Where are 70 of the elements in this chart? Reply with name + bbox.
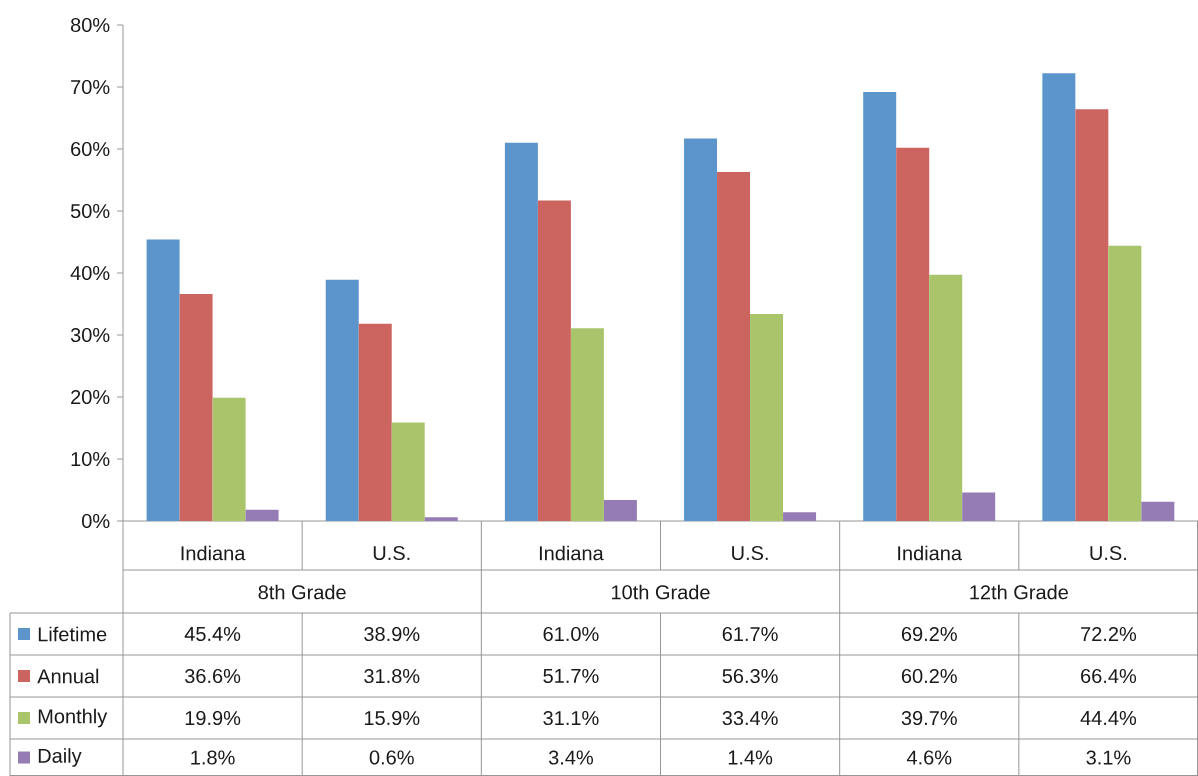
y-tick-label: 30% xyxy=(70,327,110,343)
bar xyxy=(603,499,637,522)
bar xyxy=(391,422,425,522)
bar xyxy=(504,142,538,522)
y-tick-label: 10% xyxy=(71,451,110,467)
bar xyxy=(424,517,458,522)
bar xyxy=(1141,501,1175,522)
data-label: 33.4% xyxy=(722,710,778,726)
data-label: 1.8% xyxy=(191,750,235,765)
data-label: 56.3% xyxy=(722,668,778,684)
y-tick-label: 70% xyxy=(71,79,110,95)
data-label: 38.9% xyxy=(364,626,420,642)
legend-label: Monthly xyxy=(38,708,108,728)
data-label: 1.4% xyxy=(728,750,773,765)
bar xyxy=(929,274,963,522)
bar xyxy=(358,323,392,522)
bar xyxy=(1075,109,1109,522)
y-tick-label: 60% xyxy=(71,141,110,157)
legend-label: Daily xyxy=(38,748,82,767)
bar xyxy=(146,239,180,522)
bar xyxy=(717,171,751,522)
data-label: 66.4% xyxy=(1081,668,1137,684)
data-label: 69.2% xyxy=(901,626,957,642)
bar xyxy=(325,279,359,522)
legend-label: Lifetime xyxy=(38,626,107,642)
data-label: 3.4% xyxy=(548,750,594,765)
data-label: 0.6% xyxy=(369,750,414,765)
bar xyxy=(750,313,784,522)
data-label: 19.9% xyxy=(185,710,241,726)
data-label: 44.4% xyxy=(1080,711,1137,726)
bar xyxy=(1042,73,1076,522)
bar xyxy=(863,91,897,522)
data-label: 31.1% xyxy=(543,710,599,726)
bar xyxy=(570,328,604,522)
bar xyxy=(179,294,213,522)
x-tick-label: Indiana xyxy=(898,545,962,561)
data-label: 3.1% xyxy=(1086,750,1131,765)
x-tick-label: Indiana xyxy=(181,545,246,561)
x-tick-label: Indiana xyxy=(539,545,604,561)
text: 8th Grade xyxy=(258,584,346,600)
text: 12th Grade xyxy=(970,584,1068,600)
data-label: 45.4% xyxy=(184,626,241,642)
y-tick-label: 20% xyxy=(71,389,110,405)
y-tick-label: 0% xyxy=(82,513,110,529)
data-label: 51.7% xyxy=(543,668,599,684)
bar xyxy=(1108,245,1142,522)
text: 10th Grade xyxy=(612,584,710,600)
y-tick-label: 80% xyxy=(70,17,110,33)
data-label: 72.2% xyxy=(1081,626,1137,642)
x-tick-label: U.S. xyxy=(732,545,768,561)
data-label: 60.2% xyxy=(901,668,957,684)
data-label: 36.6% xyxy=(184,668,241,684)
bar xyxy=(962,492,996,522)
y-tick-label: 50% xyxy=(70,203,110,219)
data-label: 61.7% xyxy=(722,626,778,642)
bar xyxy=(537,200,571,522)
bar xyxy=(783,512,817,522)
bar xyxy=(245,509,279,522)
data-label: 4.6% xyxy=(906,750,952,765)
data-label: 31.8% xyxy=(364,668,420,684)
x-tick-label: U.S. xyxy=(373,545,410,561)
bar xyxy=(896,147,930,522)
bar xyxy=(684,138,718,522)
x-tick-label: U.S. xyxy=(1090,545,1126,561)
bar xyxy=(212,397,246,522)
legend-label: Annual xyxy=(37,668,99,684)
y-tick-label: 40% xyxy=(70,265,110,281)
data-label: 15.9% xyxy=(364,710,420,726)
data-label: 61.0% xyxy=(543,626,599,642)
data-label: 39.7% xyxy=(901,710,957,726)
